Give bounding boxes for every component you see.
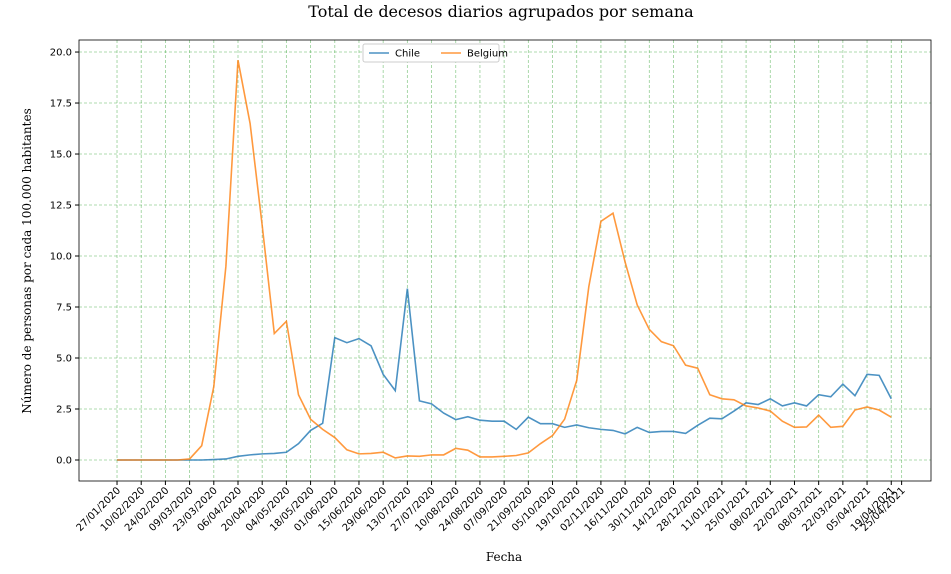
legend-box — [362, 43, 500, 63]
legend-label: Belgium — [467, 49, 508, 60]
y-tick-label: 20.0 — [50, 48, 72, 59]
y-tick-label: 5.0 — [56, 354, 72, 365]
y-tick-label: 10.0 — [50, 252, 72, 263]
y-tick-label: 7.5 — [56, 303, 72, 314]
y-tick-label: 12.5 — [50, 201, 72, 212]
y-tick-label: 17.5 — [50, 99, 72, 110]
data-line — [117, 288, 892, 461]
data-line — [117, 60, 892, 461]
legend-label: Chile — [395, 49, 420, 60]
chart-title: Total de decesos diarios agrupados por s… — [308, 2, 694, 21]
plot-frame — [78, 39, 932, 482]
y-axis-label: Número de personas por cada 100.000 habi… — [20, 108, 34, 413]
x-axis-label: Fecha — [486, 550, 522, 564]
y-tick-label: 0.0 — [56, 455, 72, 466]
y-tick-label: 2.5 — [56, 404, 72, 415]
y-tick-label: 15.0 — [50, 150, 72, 161]
